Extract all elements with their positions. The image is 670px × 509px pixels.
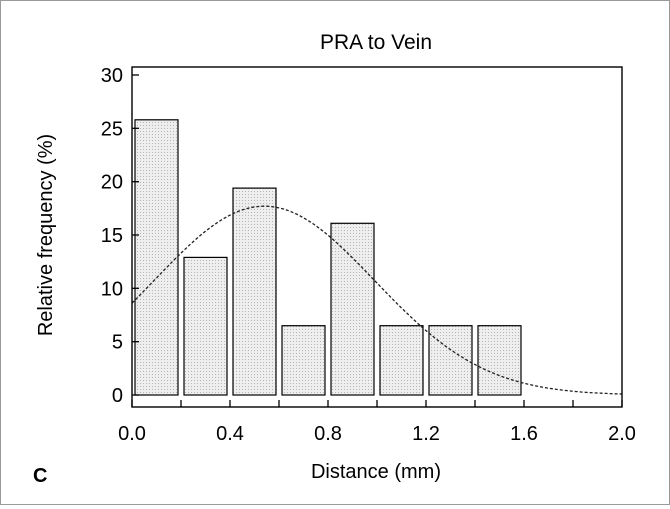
y-ticks-group: 0 5 10 15 20 25 30 xyxy=(101,65,139,407)
histogram-bar-6 xyxy=(379,325,424,396)
y-tick-label: 0 xyxy=(112,385,123,407)
bars-group xyxy=(134,119,522,396)
x-tick-label: 0.4 xyxy=(216,423,244,445)
y-tick-label: 25 xyxy=(101,118,123,140)
histogram-bar-3 xyxy=(232,187,277,396)
fit-curve-group xyxy=(131,205,623,395)
y-tick-label: 10 xyxy=(101,278,123,300)
x-tick-label: 0.0 xyxy=(118,423,146,445)
x-axis-label: Distance (mm) xyxy=(311,461,441,483)
chart-title: PRA to Vein xyxy=(320,31,432,54)
histogram-bar-5 xyxy=(330,222,375,396)
normal-fit-curve xyxy=(131,205,623,395)
panel-label: C xyxy=(33,465,47,487)
y-tick-label: 15 xyxy=(101,225,123,247)
x-ticks-group: 0.0 0.4 0.8 1.2 1.6 2.0 xyxy=(118,400,636,445)
x-tick-label: 0.8 xyxy=(314,423,342,445)
histogram-bar-2 xyxy=(183,256,228,396)
x-tick-label: 1.2 xyxy=(412,423,440,445)
x-tick-label: 1.6 xyxy=(510,423,538,445)
y-axis-label: Relative frequency (%) xyxy=(35,134,57,336)
histogram-bar-7 xyxy=(428,325,473,396)
y-tick-label: 20 xyxy=(101,172,123,194)
x-tick-label: 2.0 xyxy=(608,423,636,445)
histogram-bar-8 xyxy=(477,325,522,396)
y-tick-label: 30 xyxy=(101,65,123,87)
y-tick-label: 5 xyxy=(112,332,123,354)
histogram-bar-1 xyxy=(134,119,179,396)
histogram-bar-4 xyxy=(281,325,326,396)
